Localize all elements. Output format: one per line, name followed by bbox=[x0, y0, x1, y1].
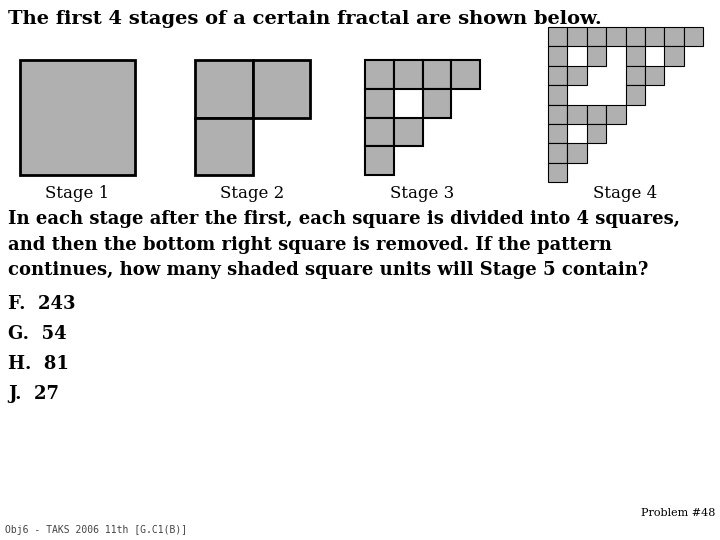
Text: Problem #48: Problem #48 bbox=[641, 508, 715, 518]
Text: The first 4 stages of a certain fractal are shown below.: The first 4 stages of a certain fractal … bbox=[8, 10, 602, 28]
Text: F.  243: F. 243 bbox=[8, 295, 76, 313]
Bar bbox=[587, 124, 606, 143]
Text: H.  81: H. 81 bbox=[8, 355, 69, 373]
Bar bbox=[665, 27, 683, 46]
Bar bbox=[606, 27, 626, 46]
Bar bbox=[365, 89, 394, 118]
Bar bbox=[195, 60, 253, 118]
Bar bbox=[587, 105, 606, 124]
Bar bbox=[665, 46, 683, 66]
Bar bbox=[548, 105, 567, 124]
Bar bbox=[423, 60, 451, 89]
Bar bbox=[567, 66, 587, 85]
Bar bbox=[394, 60, 423, 89]
Bar bbox=[365, 60, 394, 89]
Bar bbox=[253, 60, 310, 118]
Bar bbox=[683, 27, 703, 46]
Bar bbox=[365, 146, 394, 175]
Text: Stage 2: Stage 2 bbox=[220, 185, 284, 202]
Bar bbox=[423, 89, 451, 118]
Bar bbox=[548, 46, 567, 66]
Text: J.  27: J. 27 bbox=[8, 385, 59, 403]
Bar bbox=[626, 85, 645, 105]
Bar bbox=[20, 60, 135, 175]
Bar bbox=[548, 163, 567, 182]
Bar bbox=[645, 27, 665, 46]
Text: Obj6 - TAKS 2006 11th [G.C1(B)]: Obj6 - TAKS 2006 11th [G.C1(B)] bbox=[5, 525, 187, 535]
Bar bbox=[548, 143, 567, 163]
Bar bbox=[645, 66, 665, 85]
Bar bbox=[626, 46, 645, 66]
Bar bbox=[606, 105, 626, 124]
Bar bbox=[626, 66, 645, 85]
Text: G.  54: G. 54 bbox=[8, 325, 67, 343]
Bar bbox=[195, 118, 253, 175]
Bar bbox=[567, 105, 587, 124]
Text: Stage 1: Stage 1 bbox=[45, 185, 109, 202]
Bar bbox=[567, 143, 587, 163]
Bar bbox=[365, 118, 394, 146]
Bar bbox=[626, 27, 645, 46]
Bar bbox=[587, 46, 606, 66]
Text: Stage 4: Stage 4 bbox=[593, 185, 657, 202]
Text: Stage 3: Stage 3 bbox=[390, 185, 454, 202]
Bar bbox=[587, 27, 606, 46]
Bar bbox=[394, 118, 423, 146]
Bar bbox=[548, 124, 567, 143]
Bar bbox=[548, 66, 567, 85]
Bar bbox=[548, 27, 567, 46]
Text: In each stage after the first, each square is divided into 4 squares,
and then t: In each stage after the first, each squa… bbox=[8, 210, 680, 279]
Bar bbox=[548, 85, 567, 105]
Bar bbox=[567, 27, 587, 46]
Bar bbox=[451, 60, 480, 89]
